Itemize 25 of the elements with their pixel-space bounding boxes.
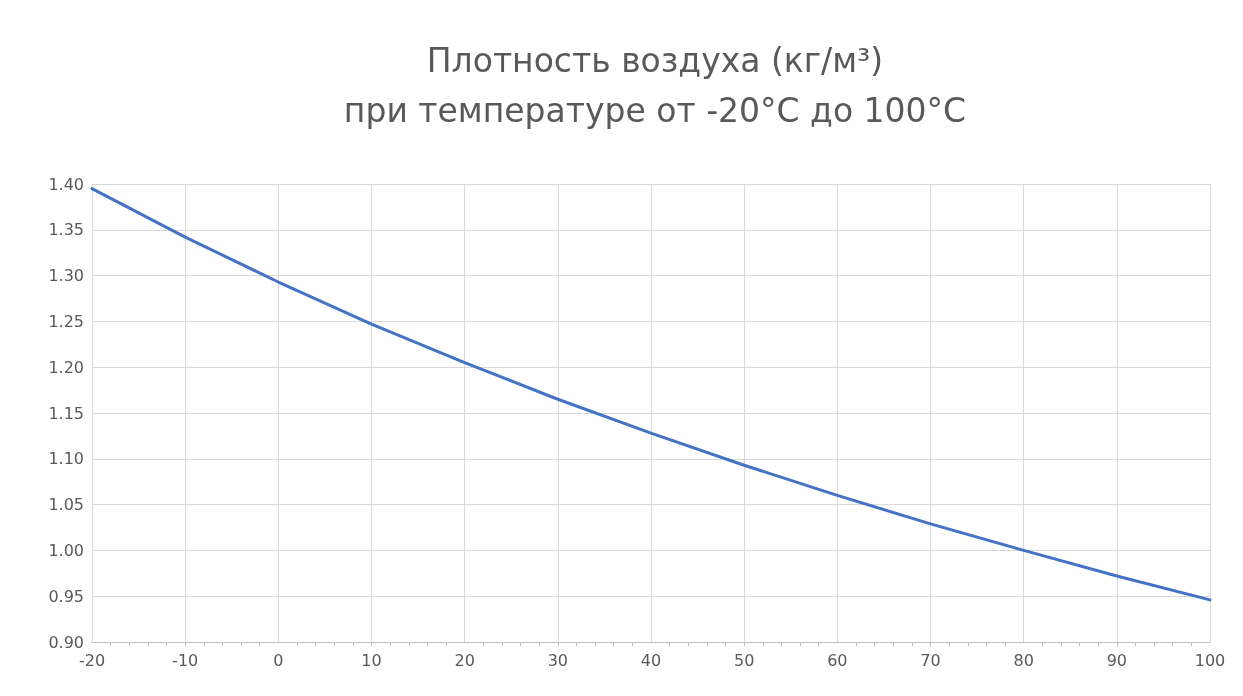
y-tick-label: 0.90 <box>48 632 84 652</box>
y-tick-label: 1.40 <box>48 174 84 194</box>
y-tick-label: 1.10 <box>48 449 84 469</box>
x-tick-label: 50 <box>733 650 755 670</box>
y-tick-label: 1.00 <box>48 540 84 560</box>
y-tick-label: 0.95 <box>48 586 84 606</box>
y-tick-label: 1.30 <box>48 266 84 286</box>
y-tick-label: 1.15 <box>48 403 84 423</box>
x-tick-label: 90 <box>1106 650 1128 670</box>
y-tick-label: 1.05 <box>48 495 84 515</box>
x-tick-label: 10 <box>361 650 382 670</box>
y-tick-label: 1.20 <box>48 357 84 377</box>
x-tick-label: 80 <box>1013 650 1034 670</box>
y-tick-label: 1.25 <box>48 311 84 331</box>
x-tick-label: 30 <box>547 650 569 670</box>
y-tick-label: 1.35 <box>48 220 84 240</box>
x-tick-label: 60 <box>827 650 848 670</box>
chart-title: Плотность воздуха (кг/м³) при температуре от -20°C до 100°C <box>343 40 967 130</box>
x-tick-label: -20 <box>78 650 106 670</box>
x-tick-label: 20 <box>454 650 475 670</box>
x-tick-label: 100 <box>1194 650 1226 670</box>
x-tick-label: 70 <box>920 650 941 670</box>
x-tick-label: 40 <box>640 650 662 670</box>
x-tick-label: -10 <box>172 650 199 670</box>
x-tick-label: 0 <box>273 650 284 670</box>
